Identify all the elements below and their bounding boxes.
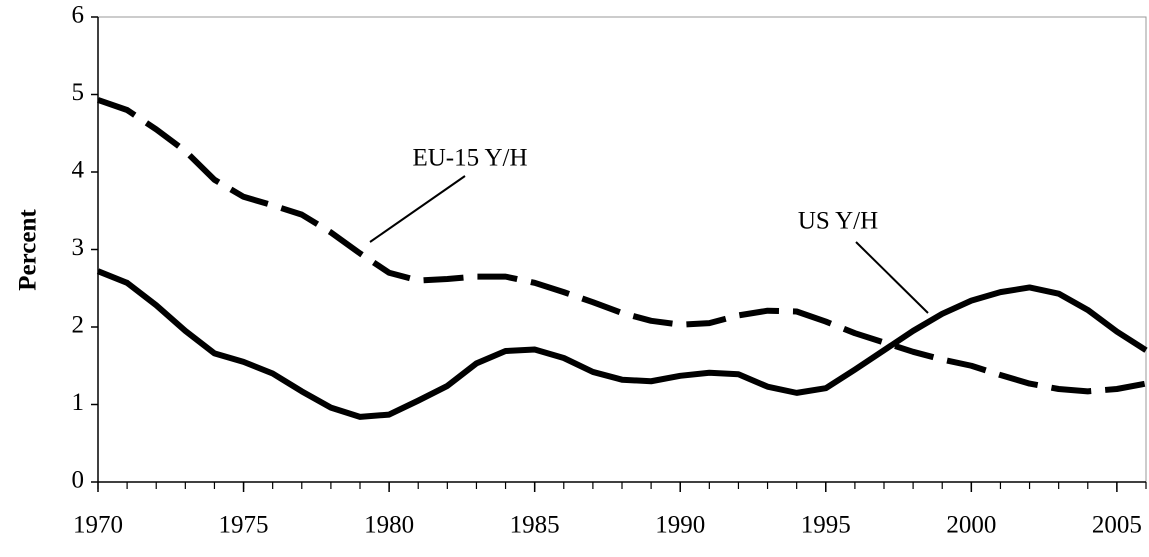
x-tick-label: 1995 — [801, 512, 851, 539]
x-tick-label: 1970 — [73, 512, 123, 539]
x-tick-label: 1985 — [510, 512, 560, 539]
x-tick-label: 1975 — [219, 512, 269, 539]
x-tick-label: 1990 — [655, 512, 705, 539]
y-axis-label: Percent — [15, 209, 42, 291]
x-tick-label: 1980 — [364, 512, 414, 539]
y-tick-label: 3 — [72, 234, 85, 261]
annotation: US Y/H — [798, 208, 878, 235]
y-tick-label: 0 — [72, 467, 85, 494]
annotation-leader — [369, 175, 466, 243]
series-line — [97, 97, 1147, 395]
x-tick-label: 2005 — [1092, 512, 1142, 539]
y-tick-label: 2 — [72, 312, 85, 339]
annotation: EU-15 Y/H — [412, 145, 527, 172]
y-tick-label: 5 — [72, 79, 85, 106]
y-tick-label: 1 — [72, 389, 85, 416]
x-tick-label: 2000 — [946, 512, 996, 539]
annotation-leader — [855, 241, 929, 314]
series-line — [96, 268, 1148, 420]
y-tick-label: 6 — [72, 2, 85, 29]
plot-frame — [97, 16, 1147, 483]
y-tick-label: 4 — [72, 157, 85, 184]
